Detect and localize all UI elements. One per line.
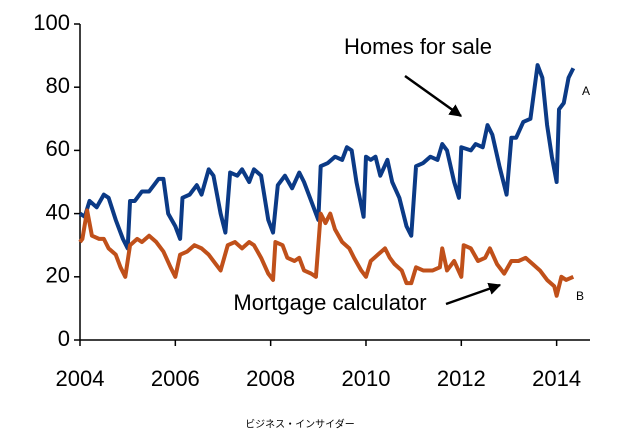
x-tick-label: 2014 (532, 366, 581, 391)
x-tick-label: 2006 (151, 366, 200, 391)
x-tick-label: 2012 (437, 366, 486, 391)
y-tick-label: 40 (46, 199, 70, 224)
arrow (445, 282, 502, 306)
series-label: A (582, 84, 590, 98)
y-tick-label: 20 (46, 263, 70, 288)
y-tick-label: 80 (46, 73, 70, 98)
annotation: Homes for sale (344, 34, 492, 59)
source: ビジネス・インサイダー (245, 418, 355, 431)
x-tick-label: 2004 (56, 366, 105, 391)
line (78, 63, 576, 251)
y-tick-label: 0 (58, 326, 70, 351)
annotation: Mortgage calculator (233, 290, 426, 315)
x-tick-label: 2010 (342, 366, 391, 391)
series-label: B (576, 289, 584, 303)
arrow (404, 74, 463, 118)
line (78, 208, 575, 298)
y-tick-label: 60 (46, 136, 70, 161)
x-tick-label: 2008 (246, 366, 295, 391)
y-tick-label: 100 (33, 10, 70, 35)
